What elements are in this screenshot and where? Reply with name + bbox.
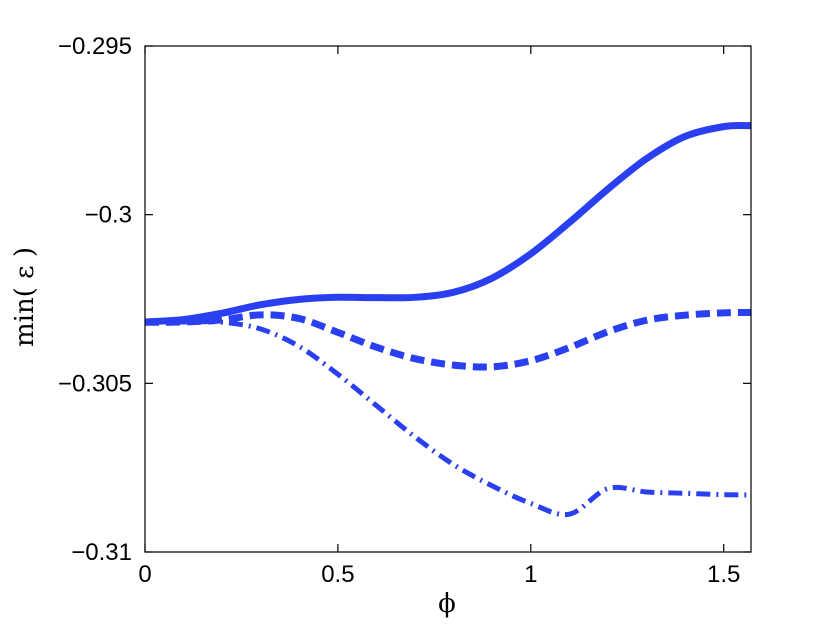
y-tick-label: −0.31 [71, 539, 132, 566]
plot-frame [144, 45, 752, 553]
x-tick-label: 0 [138, 561, 151, 588]
y-tick-labels: −0.31 −0.305 −0.3 −0.295 [58, 33, 132, 566]
y-axis-label: min( ε ) [10, 247, 40, 347]
series-line-3-dashdot [144, 319, 752, 518]
x-tick-labels: 0 0.5 1 1.5 [138, 561, 740, 588]
tick-marks [144, 45, 751, 553]
y-tick-label: −0.3 [85, 202, 132, 229]
x-tick-label: 0.5 [321, 561, 354, 588]
series-line-2-dashed [144, 308, 752, 371]
y-tick-label: −0.305 [58, 370, 132, 397]
x-tick-label: 1 [524, 561, 537, 588]
x-axis-label: ϕ [438, 589, 456, 619]
y-tick-label: −0.295 [58, 33, 132, 60]
series-line-1-solid [144, 122, 752, 326]
series-layer [144, 122, 752, 518]
x-tick-label: 1.5 [707, 561, 740, 588]
